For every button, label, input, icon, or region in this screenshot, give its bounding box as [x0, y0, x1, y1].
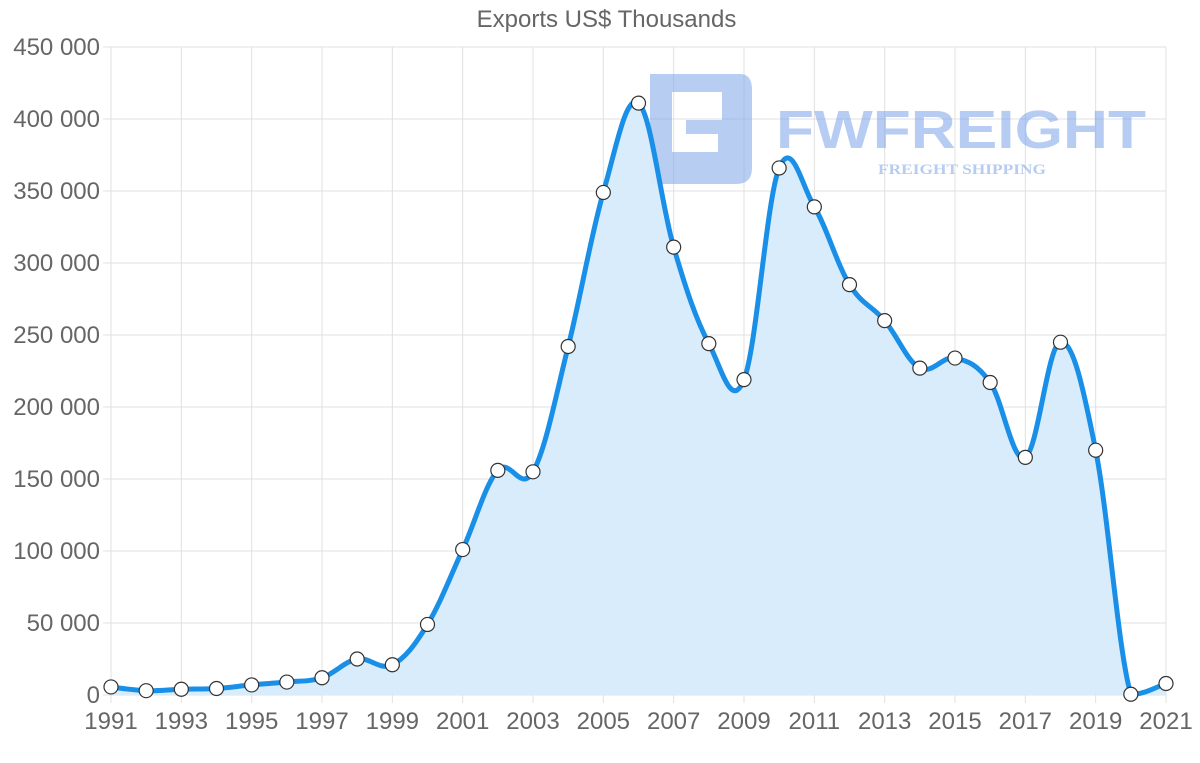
data-point[interactable]: [208, 680, 225, 697]
data-point[interactable]: [912, 360, 928, 376]
y-tick-label: 450 000: [13, 34, 100, 61]
y-axis-ticks: 0 50 000 100 000 150 000 200 000 250 000 300 0…: [13, 34, 100, 709]
data-point[interactable]: [771, 160, 787, 176]
y-tick-label: 100 000: [13, 538, 100, 565]
y-tick-label: 400 000: [13, 106, 100, 133]
data-point[interactable]: [419, 616, 436, 633]
logo-mark-icon: [650, 74, 752, 184]
data-point[interactable]: [982, 374, 998, 391]
x-tick-label: 2011: [789, 708, 841, 735]
data-point[interactable]: [701, 336, 717, 352]
x-tick-label: 2005: [577, 708, 630, 735]
x-tick-label: 2021: [1139, 708, 1192, 735]
data-point[interactable]: [138, 683, 154, 699]
data-point[interactable]: [525, 464, 541, 480]
y-tick-label: 250 000: [13, 322, 100, 349]
y-tick-label: 150 000: [13, 466, 100, 493]
data-point[interactable]: [173, 681, 189, 697]
data-point[interactable]: [666, 239, 682, 255]
data-point[interactable]: [455, 541, 471, 558]
x-tick-label: 2009: [717, 708, 770, 735]
x-tick-label: 1991: [84, 708, 137, 735]
x-tick-label: 1995: [225, 708, 278, 735]
watermark-tagline: FREIGHT SHIPPING: [878, 162, 1046, 178]
data-point[interactable]: [595, 184, 611, 201]
data-point[interactable]: [1052, 334, 1069, 350]
data-point[interactable]: [1088, 442, 1104, 458]
data-point[interactable]: [244, 677, 260, 693]
area-fill: [111, 102, 1166, 695]
data-point[interactable]: [560, 338, 576, 355]
data-point[interactable]: [349, 651, 365, 667]
x-tick-label: 2017: [999, 708, 1052, 735]
data-point[interactable]: [1158, 675, 1174, 692]
data-point[interactable]: [806, 199, 822, 215]
data-point[interactable]: [841, 277, 858, 293]
data-point[interactable]: [384, 657, 400, 673]
y-tick-label: 350 000: [13, 178, 100, 205]
data-point[interactable]: [630, 95, 647, 111]
x-axis-ticks: 1991 1993 1995 1997 1999 2001 2003 2005 2007 2009…: [84, 708, 1192, 735]
x-tick-label: 2001: [436, 708, 489, 735]
chart-title: Exports US$ Thousands: [476, 6, 737, 33]
y-tick-label: 300 000: [13, 250, 100, 277]
x-tick-label: 1993: [155, 708, 208, 735]
x-tick-label: 2013: [858, 708, 911, 735]
x-tick-label: 2019: [1069, 708, 1122, 735]
data-point[interactable]: [877, 313, 893, 329]
data-point[interactable]: [314, 670, 330, 686]
x-tick-label: 1997: [295, 708, 348, 735]
watermark-logo: FWFREIGHT FREIGHT SHIPPING: [650, 74, 1146, 184]
data-point[interactable]: [947, 350, 963, 366]
data-point[interactable]: [736, 372, 752, 388]
data-point[interactable]: [490, 462, 506, 478]
x-tick-label: 2007: [647, 708, 700, 735]
x-tick-label: 2003: [506, 708, 559, 735]
y-tick-label: 0: [87, 682, 100, 709]
watermark-brand: FWFREIGHT: [776, 100, 1146, 160]
y-tick-label: 200 000: [13, 394, 100, 421]
data-points: [103, 95, 1174, 702]
data-point[interactable]: [279, 674, 295, 690]
x-tick-label: 1999: [366, 708, 419, 735]
data-point[interactable]: [1017, 449, 1033, 465]
x-tick-label: 2015: [928, 708, 981, 735]
data-point[interactable]: [103, 679, 119, 695]
data-point[interactable]: [1123, 686, 1139, 702]
y-tick-label: 50 000: [27, 610, 100, 637]
